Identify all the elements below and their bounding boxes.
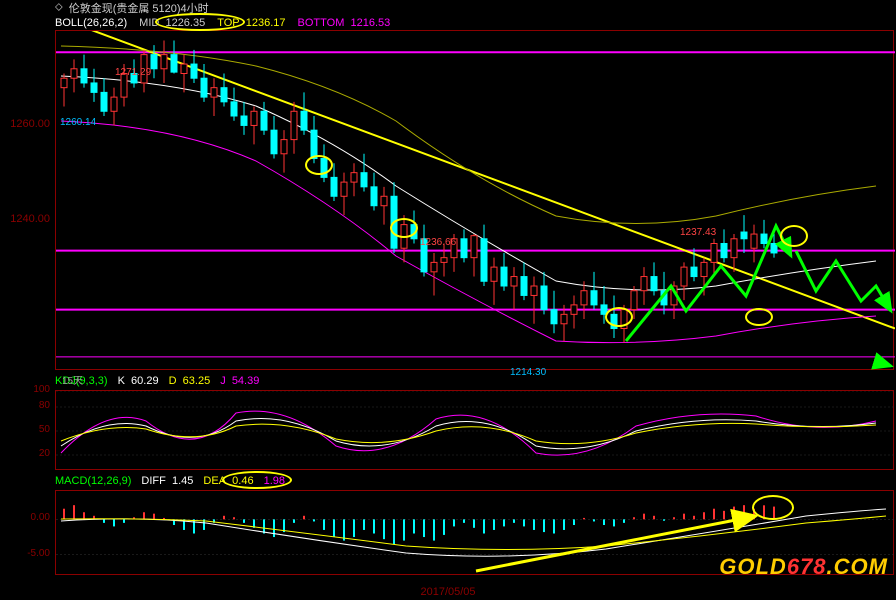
price-label: 1237.43 (680, 227, 716, 238)
watermark-text3: .COM (827, 554, 888, 579)
price-label: 1214.30 (510, 367, 546, 378)
kdj-y-tick: 50 (0, 424, 50, 435)
watermark: GOLD678.COM (719, 554, 888, 580)
chart-header: ⬦ 伦敦金现(贵金属 5120)4小时 (55, 0, 209, 15)
y-tick: 1260.00 (0, 118, 50, 130)
macd-indicator-header: MACD(12,26,9) DIFF 1.45 DEA 0.46 1.98 (55, 475, 285, 487)
x-axis-date: 2017/05/05 (0, 586, 896, 598)
boll-mid-value: 1226.35 (165, 17, 205, 29)
boll-top-label: TOP (217, 17, 239, 29)
macd-dea-value: 0.46 (232, 475, 253, 487)
kdj-y-tick: 80 (0, 400, 50, 411)
kdj-j-value: 54.39 (232, 375, 260, 387)
boll-label: BOLL(26,26,2) (55, 17, 127, 29)
kdj-d-label: D (169, 375, 177, 387)
kdj-y-tick: 20 (0, 448, 50, 459)
macd-dea-label: DEA (203, 475, 226, 487)
boll-indicator-header: BOLL(26,26,2) MID 1226.35 TOP 1236.17 BO… (55, 15, 390, 30)
macd-label: MACD(12,26,9) (55, 475, 131, 487)
macd-diff-label: DIFF (141, 475, 165, 487)
y-tick: 1240.00 (0, 213, 50, 225)
boll-bottom-value: 1216.53 (351, 17, 391, 29)
kdj-j-label: J (220, 375, 226, 387)
macd-y-tick: -5.00 (0, 548, 50, 559)
watermark-text2: 678 (787, 554, 827, 579)
price-label: 1271.29 (115, 67, 151, 78)
kdj-chart-svg (56, 391, 895, 471)
macd-diff-value: 1.45 (172, 475, 193, 487)
price-label: 1260.14 (60, 117, 96, 128)
boll-top-value: 1236.17 (246, 17, 286, 29)
kdj-k-label: K (118, 375, 125, 387)
kdj-y-tick: 100 (0, 384, 50, 395)
main-chart-svg (56, 31, 895, 371)
kdj-indicator-header: KDJ(9,3,3) K 60.29 D 63.25 J 54.39 (55, 375, 259, 387)
boll-mid-label: MID (139, 17, 159, 29)
link-icon: ⬦ (55, 1, 63, 14)
macd-y-tick: 0.00 (0, 512, 50, 523)
chart-title: 伦敦金现(贵金属 5120)4小时 (69, 0, 209, 16)
price-label: 15天 (62, 372, 83, 387)
main-price-chart[interactable] (55, 30, 894, 370)
price-label: 1236.66 (420, 237, 456, 248)
kdj-d-value: 63.25 (183, 375, 211, 387)
chart-container: ⬦ 伦敦金现(贵金属 5120)4小时 BOLL(26,26,2) MID 12… (0, 0, 896, 600)
boll-bottom-label: BOTTOM (298, 17, 345, 29)
watermark-text1: GOLD (719, 554, 787, 579)
kdj-chart[interactable] (55, 390, 894, 470)
kdj-k-value: 60.29 (131, 375, 159, 387)
macd-bar-value: 1.98 (264, 475, 285, 487)
